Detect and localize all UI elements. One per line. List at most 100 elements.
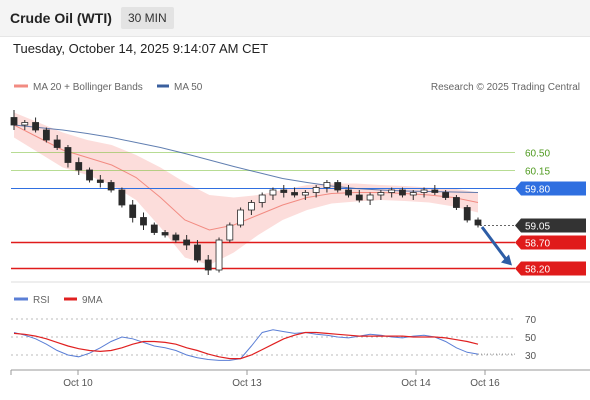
level-tag: 58.70 xyxy=(515,235,586,250)
9ma-legend-label: 9MA xyxy=(82,295,103,306)
candle-body xyxy=(150,224,158,233)
candle xyxy=(345,185,352,198)
candle-body xyxy=(269,189,277,196)
candle xyxy=(334,180,342,193)
level-label: 59.05 xyxy=(525,222,550,233)
candle xyxy=(204,255,212,275)
candle xyxy=(399,187,406,198)
candle xyxy=(280,185,288,198)
candle-body xyxy=(312,187,320,193)
price-plot-area: 60.50 60.15 59.80 59.05 58.70 58.20 xyxy=(10,110,586,276)
level-label: 59.80 xyxy=(525,185,550,196)
candle xyxy=(453,195,460,210)
candle xyxy=(21,120,29,130)
candle xyxy=(161,230,169,238)
candle-body xyxy=(463,207,471,221)
candle xyxy=(301,190,309,200)
instrument-title: Crude Oil (WTI) xyxy=(10,10,112,26)
candle xyxy=(53,135,61,150)
candle xyxy=(442,190,450,200)
candle-body xyxy=(75,162,83,171)
candle xyxy=(377,190,385,200)
candle-body xyxy=(442,192,450,198)
rsi-tick-label: 50 xyxy=(525,333,537,344)
level-tag-bg xyxy=(515,261,586,276)
candle-body xyxy=(194,244,201,261)
candle xyxy=(431,185,439,195)
candle xyxy=(312,185,320,198)
candle xyxy=(258,192,266,208)
candle-body xyxy=(258,194,266,203)
level-tag: 58.20 xyxy=(515,261,586,276)
candle-body xyxy=(96,179,104,183)
candle xyxy=(420,187,428,198)
x-tick-label: Oct 14 xyxy=(401,378,431,389)
rsi-tick-label: 70 xyxy=(525,315,537,326)
timeframe-button[interactable]: 30 MIN xyxy=(121,7,174,29)
x-tick-label: Oct 13 xyxy=(232,378,262,389)
candle xyxy=(10,110,18,130)
candle-body xyxy=(183,239,191,246)
candle-body xyxy=(204,259,212,271)
candle-body xyxy=(42,129,50,141)
credit-text: Research © 2025 Trading Central xyxy=(431,82,580,93)
candle xyxy=(150,222,158,235)
candle xyxy=(32,117,39,133)
ma20-legend-label: MA 20 + Bollinger Bands xyxy=(33,82,143,93)
candle-body xyxy=(388,189,396,193)
x-axis: Oct 10 Oct 13 Oct 14 Oct 16 xyxy=(10,370,500,389)
candle xyxy=(75,157,83,175)
candle-body xyxy=(399,189,406,196)
candle xyxy=(140,212,147,230)
level-label: 60.50 xyxy=(525,149,550,160)
candle xyxy=(366,192,374,205)
candle-body xyxy=(366,194,374,201)
forecast-arrow-head xyxy=(501,254,512,266)
rsi-line xyxy=(13,329,479,361)
candle-body xyxy=(118,189,126,206)
candle xyxy=(118,187,126,208)
candle xyxy=(215,237,223,273)
candle-body xyxy=(226,224,234,241)
candle-body xyxy=(64,147,72,163)
candle-body xyxy=(237,209,245,226)
rsi-legend-label: RSI xyxy=(33,295,50,306)
candle xyxy=(183,235,191,250)
candle-body xyxy=(431,189,439,193)
candle xyxy=(463,205,471,223)
candle xyxy=(107,180,115,193)
candle xyxy=(86,167,93,183)
chart-datetime: Tuesday, October 14, 2025 9:14:07 AM CET xyxy=(13,41,269,56)
level-label: 60.15 xyxy=(525,167,550,178)
candle xyxy=(291,187,298,198)
candle-body xyxy=(420,189,428,193)
9ma-line xyxy=(13,331,479,360)
candle-body xyxy=(32,122,39,131)
candle-body xyxy=(140,217,147,226)
candle-body xyxy=(21,122,29,126)
candle xyxy=(388,187,396,198)
candle-body xyxy=(247,202,255,211)
candle-body xyxy=(107,182,115,191)
level-tag-bg xyxy=(515,235,586,250)
candle-body xyxy=(280,189,288,193)
level-label: 58.70 xyxy=(525,239,550,250)
candle xyxy=(247,200,255,215)
candle xyxy=(409,190,417,200)
candle xyxy=(323,180,331,193)
x-tick-label: Oct 16 xyxy=(470,378,500,389)
candle-body xyxy=(474,219,482,226)
candle-body xyxy=(129,204,137,218)
rsi-tick-label: 30 xyxy=(525,351,537,362)
candle-body xyxy=(172,234,180,241)
forecast-arrow-shaft xyxy=(480,226,509,262)
candle-body xyxy=(215,239,223,271)
candle-body xyxy=(161,232,169,236)
candle xyxy=(96,175,104,188)
candle-body xyxy=(345,189,352,196)
candle xyxy=(172,232,180,243)
level-tag: 59.05 xyxy=(515,218,586,233)
level-tag: 59.80 xyxy=(515,181,586,196)
candle xyxy=(64,145,72,168)
